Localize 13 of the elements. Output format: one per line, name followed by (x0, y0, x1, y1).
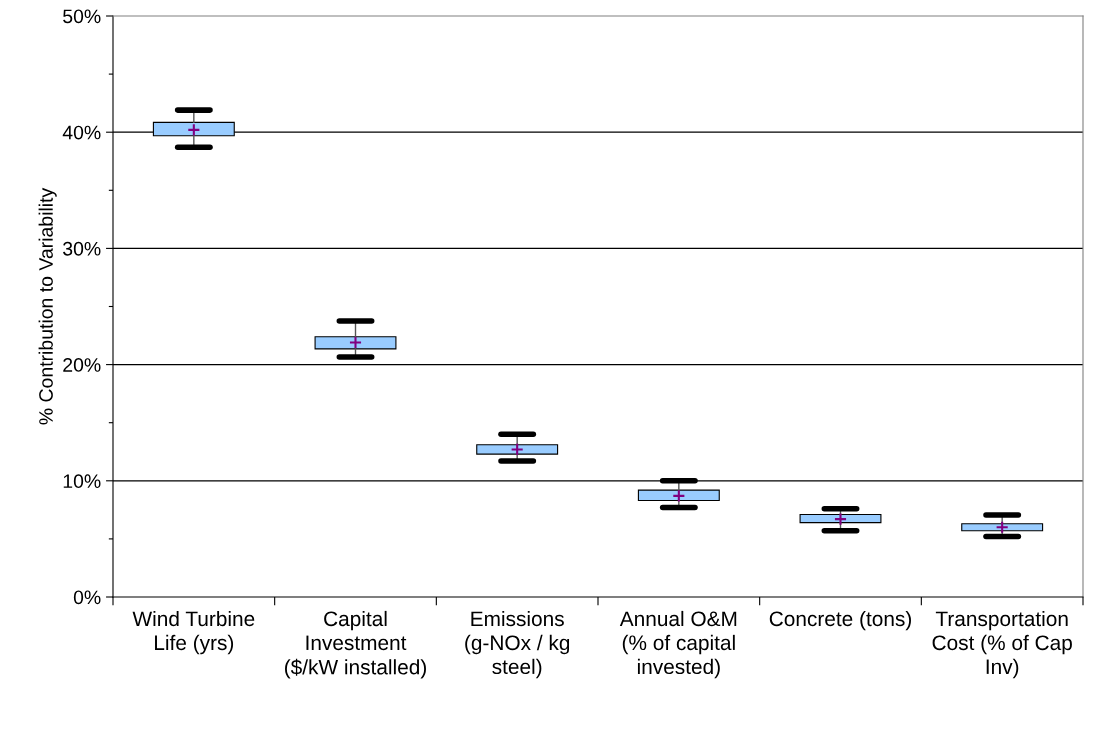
x-tick-label: Concrete (tons) (769, 610, 911, 631)
y-tick-label: 40% (62, 125, 101, 140)
y-tick-label: 20% (63, 358, 101, 372)
y-tick-label: 50% (63, 9, 101, 24)
y-tick-label: 30% (63, 241, 101, 256)
x-tick-label: Annual O&M (% of capital invested) (619, 610, 737, 679)
x-tick-label: Capital Investment ($/kW installed) (285, 610, 426, 679)
y-axis-title: % Contribution to Variability (38, 187, 57, 425)
x-tick-label: Wind Turbine Life (yrs) (132, 610, 255, 655)
y-tick-label: 0% (73, 590, 101, 605)
x-tick-label: Transportation Cost (% of Cap Inv) (932, 610, 1072, 679)
y-tick-label: 10% (63, 474, 101, 489)
x-tick-label: Emissions (g-NOx / kg steel) (465, 610, 570, 679)
